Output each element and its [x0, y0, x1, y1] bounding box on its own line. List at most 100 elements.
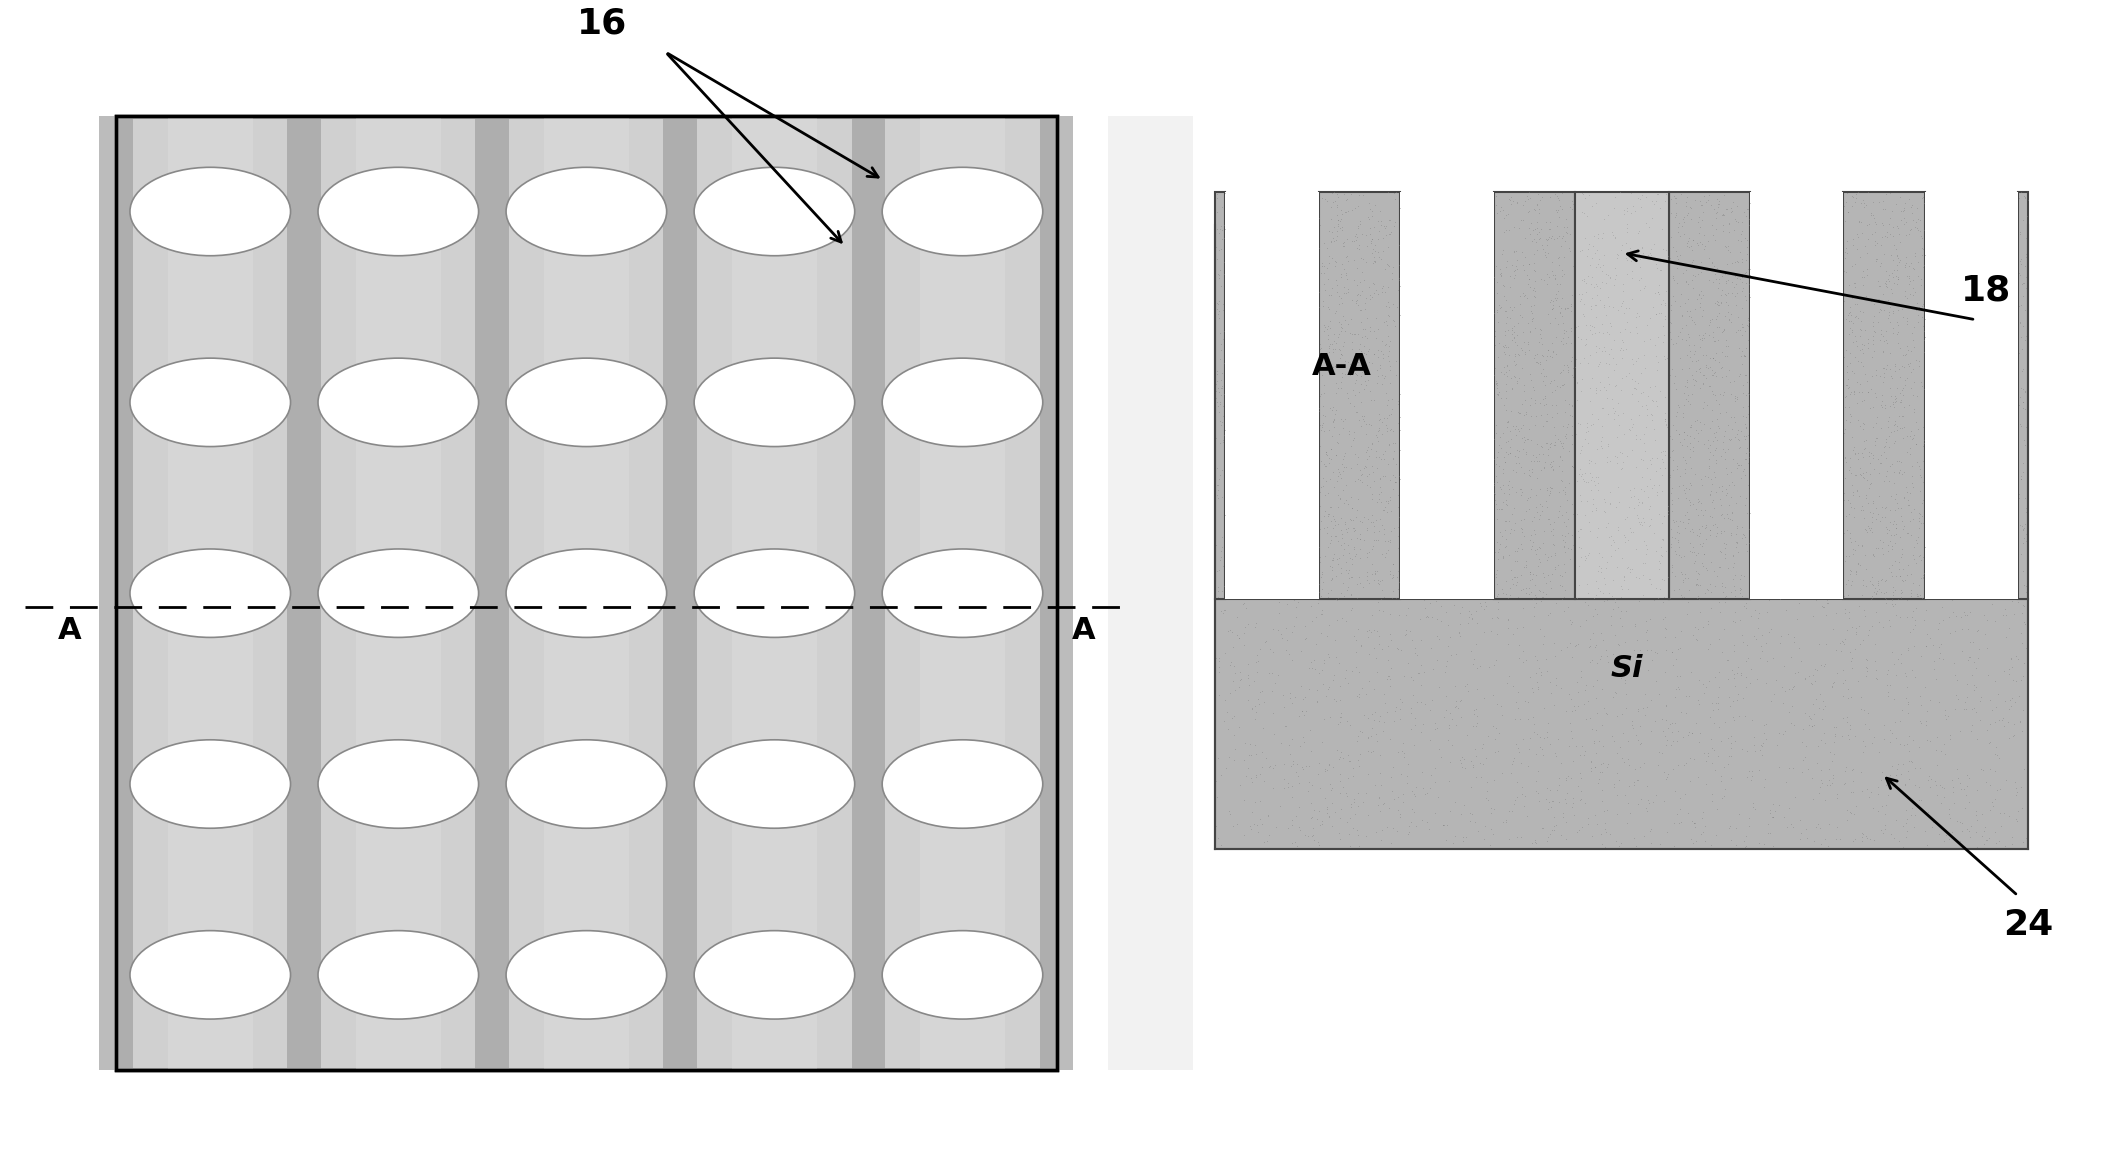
Point	[1371, 422, 1405, 441]
Point	[1999, 810, 2033, 828]
Point	[1640, 282, 1673, 301]
Point	[1832, 398, 1866, 417]
Point	[2007, 615, 2041, 633]
Point	[1828, 449, 1862, 468]
Point	[1547, 356, 1581, 375]
Point	[1627, 434, 1661, 452]
Point	[1485, 706, 1519, 725]
Point	[1821, 817, 1855, 835]
Point	[2009, 234, 2043, 253]
Point	[1902, 512, 1936, 531]
Point	[1532, 227, 1566, 246]
Point	[1371, 799, 1405, 818]
Point	[1350, 438, 1384, 457]
Point	[1627, 331, 1661, 350]
Point	[1329, 383, 1363, 402]
Point	[1319, 374, 1352, 392]
Point	[1342, 797, 1376, 815]
Point	[1578, 343, 1612, 362]
Point	[1838, 288, 1872, 307]
Point	[1657, 732, 1690, 751]
Point	[1703, 385, 1737, 404]
Point	[1327, 277, 1361, 296]
Point	[1855, 367, 1889, 385]
Point	[1600, 229, 1633, 248]
Point	[1340, 239, 1373, 257]
Point	[1792, 716, 1826, 734]
Point	[1460, 613, 1494, 632]
Point	[1847, 631, 1881, 650]
Point	[1893, 752, 1927, 771]
Point	[1587, 575, 1621, 593]
Point	[1936, 822, 1969, 841]
Point	[1589, 813, 1623, 832]
Point	[1612, 322, 1646, 341]
Point	[1437, 698, 1471, 717]
Point	[1851, 703, 1885, 721]
Point	[1251, 757, 1285, 776]
Point	[1534, 604, 1568, 623]
Point	[1606, 369, 1640, 388]
Point	[1371, 256, 1405, 275]
Point	[1521, 678, 1555, 697]
Point	[1815, 678, 1849, 697]
Point	[1872, 408, 1906, 427]
Point	[1373, 470, 1407, 489]
Point	[1665, 572, 1699, 591]
Point	[1872, 294, 1906, 313]
Point	[1690, 615, 1724, 633]
Point	[1673, 307, 1707, 325]
Point	[1346, 320, 1380, 338]
Point	[1887, 258, 1921, 277]
Point	[1536, 478, 1570, 497]
Point	[1657, 760, 1690, 779]
Point	[1642, 579, 1676, 598]
Point	[1325, 345, 1359, 364]
Point	[1851, 658, 1885, 677]
Point	[1902, 586, 1936, 605]
Point	[1676, 519, 1709, 538]
Point	[1883, 233, 1916, 251]
Bar	[287, 116, 321, 1070]
Point	[1874, 595, 1908, 613]
Point	[1676, 438, 1709, 457]
Point	[1940, 811, 1974, 830]
Point	[1570, 584, 1604, 603]
Point	[1566, 464, 1600, 483]
Point	[1845, 832, 1878, 851]
Point	[1572, 321, 1606, 340]
Point	[1904, 372, 1938, 391]
Point	[1319, 404, 1352, 423]
Point	[1359, 564, 1392, 583]
Point	[1587, 378, 1621, 397]
Point	[1526, 188, 1559, 207]
Point	[1798, 659, 1832, 678]
Point	[1881, 248, 1914, 267]
Point	[1707, 206, 1741, 224]
Point	[1251, 806, 1285, 825]
Point	[1625, 397, 1659, 416]
Point	[1308, 761, 1342, 780]
Point	[1321, 275, 1354, 294]
Point	[2001, 801, 2035, 820]
Point	[1530, 439, 1564, 458]
Point	[1623, 569, 1657, 588]
Point	[1682, 691, 1716, 710]
Point	[1494, 444, 1528, 463]
Point	[1851, 446, 1885, 465]
Point	[1794, 717, 1828, 736]
Point	[1414, 593, 1447, 612]
Point	[1504, 518, 1538, 537]
Point	[1597, 446, 1631, 465]
Point	[1458, 717, 1492, 736]
Point	[1699, 441, 1733, 459]
Point	[1976, 700, 2009, 719]
Point	[1521, 354, 1555, 372]
Point	[1264, 797, 1297, 815]
Point	[1517, 714, 1551, 733]
Point	[1333, 569, 1367, 588]
Point	[1361, 562, 1395, 580]
Point	[1686, 240, 1720, 258]
Point	[1802, 699, 1836, 718]
Point	[1494, 194, 1528, 213]
